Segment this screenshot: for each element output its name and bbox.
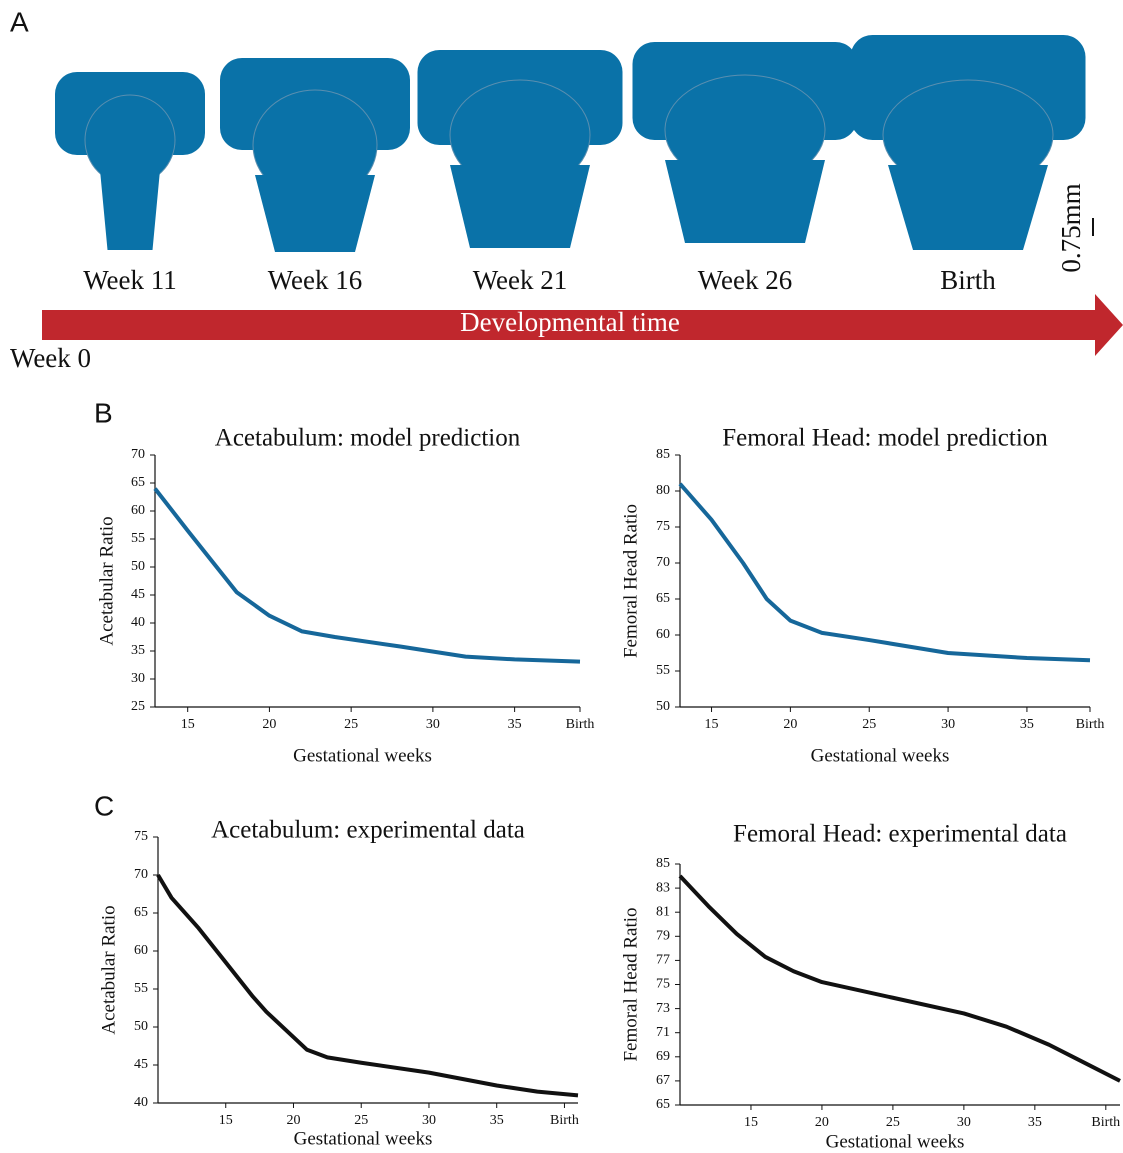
data-line	[156, 873, 579, 1098]
data-line	[678, 482, 1091, 663]
x-tick-label: 35	[508, 717, 522, 732]
stage-label: Week 21	[473, 265, 568, 295]
y-tick-label: 80	[656, 483, 670, 498]
panel-label: A	[10, 6, 29, 37]
chart-title: Acetabulum: experimental data	[211, 817, 525, 844]
panel-label: C	[94, 790, 114, 821]
femoral-shaft	[665, 160, 825, 243]
x-tick-label: 15	[181, 717, 195, 732]
x-tick-label: 30	[957, 1115, 971, 1130]
y-tick-label: 55	[131, 531, 145, 546]
y-axis-label: Femoral Head Ratio	[620, 907, 641, 1061]
x-tick-label: Birth	[1076, 717, 1105, 732]
y-tick-label: 73	[656, 1001, 670, 1016]
y-tick-label: 65	[134, 905, 148, 920]
x-tick-label: Birth	[550, 1113, 579, 1128]
time-arrow	[42, 294, 1123, 356]
stage-label: Week 11	[83, 265, 177, 295]
y-tick-label: 81	[656, 904, 670, 919]
x-tick-label: Birth	[566, 717, 595, 732]
stage-label: Week 26	[698, 265, 793, 295]
y-tick-label: 75	[134, 829, 148, 844]
x-tick-label: 25	[886, 1115, 900, 1130]
y-tick-label: 77	[656, 953, 670, 968]
stage-label: Birth	[940, 265, 996, 295]
x-tick-label: 20	[286, 1113, 300, 1128]
y-tick-label: 25	[131, 699, 145, 714]
x-tick-label: 20	[815, 1115, 829, 1130]
y-tick-label: 79	[656, 929, 670, 944]
y-tick-label: 75	[656, 977, 670, 992]
data-line	[153, 487, 581, 664]
chart-title: Femoral Head: model prediction	[722, 425, 1048, 452]
y-tick-label: 60	[656, 627, 670, 642]
y-tick-label: 70	[131, 447, 145, 462]
y-tick-label: 50	[134, 1019, 148, 1034]
y-tick-label: 45	[131, 587, 145, 602]
stage-label: Week 16	[268, 265, 363, 295]
y-axis-label: Acetabular Ratio	[98, 905, 119, 1034]
y-tick-label: 85	[656, 447, 670, 462]
y-tick-label: 60	[134, 943, 148, 958]
femoral-shaft	[888, 165, 1048, 250]
start-label: Week 0	[10, 343, 91, 373]
x-axis-label: Gestational weeks	[293, 745, 432, 766]
x-tick-label: 15	[744, 1115, 758, 1130]
y-tick-label: 69	[656, 1049, 670, 1064]
y-tick-label: 50	[656, 699, 670, 714]
y-tick-label: 50	[131, 559, 145, 574]
arrow-label: Developmental time	[460, 307, 680, 337]
y-tick-label: 65	[656, 1097, 670, 1112]
y-tick-label: 67	[656, 1073, 670, 1088]
y-tick-label: 85	[656, 856, 670, 871]
chart-title: Femoral Head: experimental data	[733, 821, 1067, 848]
y-tick-label: 30	[131, 671, 145, 686]
y-tick-label: 45	[134, 1057, 148, 1072]
y-tick-label: 75	[656, 519, 670, 534]
y-tick-label: 40	[134, 1095, 148, 1110]
x-tick-label: 30	[941, 717, 955, 732]
x-tick-label: 20	[783, 717, 797, 732]
y-tick-label: 65	[656, 591, 670, 606]
x-tick-label: 15	[219, 1113, 233, 1128]
scale-label: 0.75mm	[1056, 183, 1086, 272]
x-tick-label: 30	[426, 717, 440, 732]
femoral-shaft	[100, 170, 160, 250]
x-tick-label: 25	[354, 1113, 368, 1128]
x-axis-label: Gestational weeks	[294, 1128, 433, 1149]
x-tick-label: 25	[344, 717, 358, 732]
y-tick-label: 83	[656, 880, 670, 895]
femoral-shaft	[255, 175, 375, 252]
x-tick-label: 15	[705, 717, 719, 732]
y-tick-label: 71	[656, 1025, 670, 1040]
y-tick-label: 60	[131, 503, 145, 518]
x-tick-label: 35	[1020, 717, 1034, 732]
y-tick-label: 65	[131, 475, 145, 490]
y-tick-label: 55	[134, 981, 148, 996]
y-tick-label: 35	[131, 643, 145, 658]
x-tick-label: Birth	[1091, 1115, 1120, 1130]
x-tick-label: 20	[262, 717, 276, 732]
y-tick-label: 70	[656, 555, 670, 570]
x-tick-label: 25	[862, 717, 876, 732]
panel-label: B	[94, 397, 113, 428]
y-axis-label: Acetabular Ratio	[96, 516, 117, 645]
x-tick-label: 30	[422, 1113, 436, 1128]
y-tick-label: 70	[134, 867, 148, 882]
y-tick-label: 40	[131, 615, 145, 630]
y-axis-label: Femoral Head Ratio	[620, 504, 641, 658]
data-line	[678, 874, 1121, 1083]
femoral-shaft	[450, 165, 590, 248]
y-tick-label: 55	[656, 663, 670, 678]
x-tick-label: 35	[490, 1113, 504, 1128]
x-axis-label: Gestational weeks	[811, 745, 950, 766]
x-tick-label: 35	[1028, 1115, 1042, 1130]
x-axis-label: Gestational weeks	[826, 1131, 965, 1152]
chart-title: Acetabulum: model prediction	[215, 425, 521, 452]
